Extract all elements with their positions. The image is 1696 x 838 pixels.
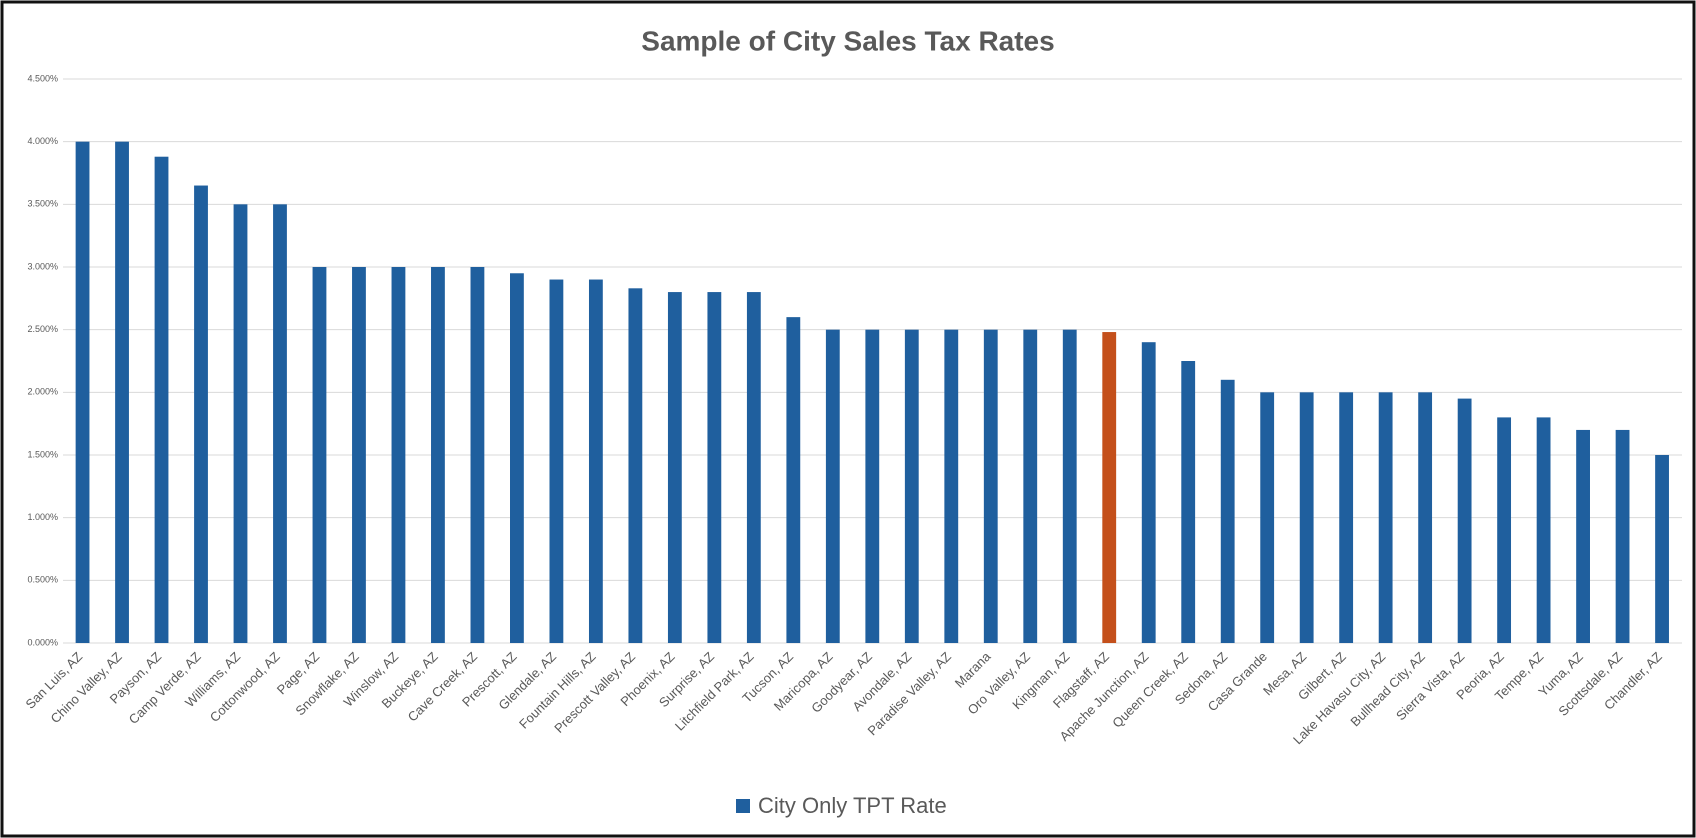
- y-tick-label: 3.500%: [27, 199, 58, 209]
- bar: [588, 279, 603, 643]
- bar: [1339, 392, 1354, 643]
- y-tick-label: 1.500%: [27, 449, 58, 459]
- bar: [1141, 342, 1156, 643]
- bar: [944, 329, 959, 643]
- y-tick-label: 4.500%: [27, 73, 58, 83]
- bar: [1418, 392, 1433, 643]
- bar: [510, 273, 524, 643]
- bar: [312, 267, 327, 643]
- bar: [391, 267, 406, 643]
- bar: [1102, 332, 1117, 643]
- bar: [194, 185, 208, 644]
- chart-title: Sample of City Sales Tax Rates: [641, 25, 1054, 56]
- bar: [273, 204, 287, 644]
- bar: [352, 267, 366, 643]
- y-tick-label: 4.000%: [27, 136, 58, 146]
- bar: [786, 317, 801, 643]
- bar: [707, 292, 722, 643]
- bar: [1536, 417, 1551, 643]
- bar: [825, 329, 840, 643]
- bar: [233, 204, 248, 644]
- bar: [1378, 392, 1393, 643]
- legend-swatch: [736, 799, 750, 813]
- bar: [115, 141, 129, 643]
- bar: [75, 141, 90, 643]
- bar: [1220, 379, 1235, 643]
- bar: [1023, 329, 1038, 643]
- bar: [154, 156, 169, 643]
- bar: [628, 288, 643, 643]
- bar: [865, 329, 880, 643]
- y-tick-label: 3.000%: [27, 261, 58, 271]
- y-tick-label: 0.000%: [27, 637, 58, 647]
- bar: [1062, 329, 1077, 643]
- bar: [431, 267, 445, 643]
- y-tick-label: 2.000%: [27, 387, 58, 397]
- bar: [1299, 392, 1314, 643]
- bar: [904, 329, 919, 643]
- bar: [667, 292, 682, 643]
- bar: [1457, 398, 1472, 643]
- bar: [470, 267, 485, 643]
- bar: [1576, 429, 1590, 643]
- legend-label: City Only TPT Rate: [758, 793, 947, 818]
- bar: [1497, 417, 1512, 643]
- y-tick-label: 0.500%: [27, 575, 58, 585]
- bar: [1181, 361, 1196, 643]
- bar: [1260, 392, 1275, 643]
- bar: [1655, 455, 1669, 643]
- bar: [549, 279, 564, 643]
- y-tick-label: 2.500%: [27, 324, 58, 334]
- bar: [983, 329, 998, 643]
- bar: [1615, 429, 1630, 643]
- y-tick-label: 1.000%: [27, 512, 58, 522]
- bar: [746, 292, 761, 643]
